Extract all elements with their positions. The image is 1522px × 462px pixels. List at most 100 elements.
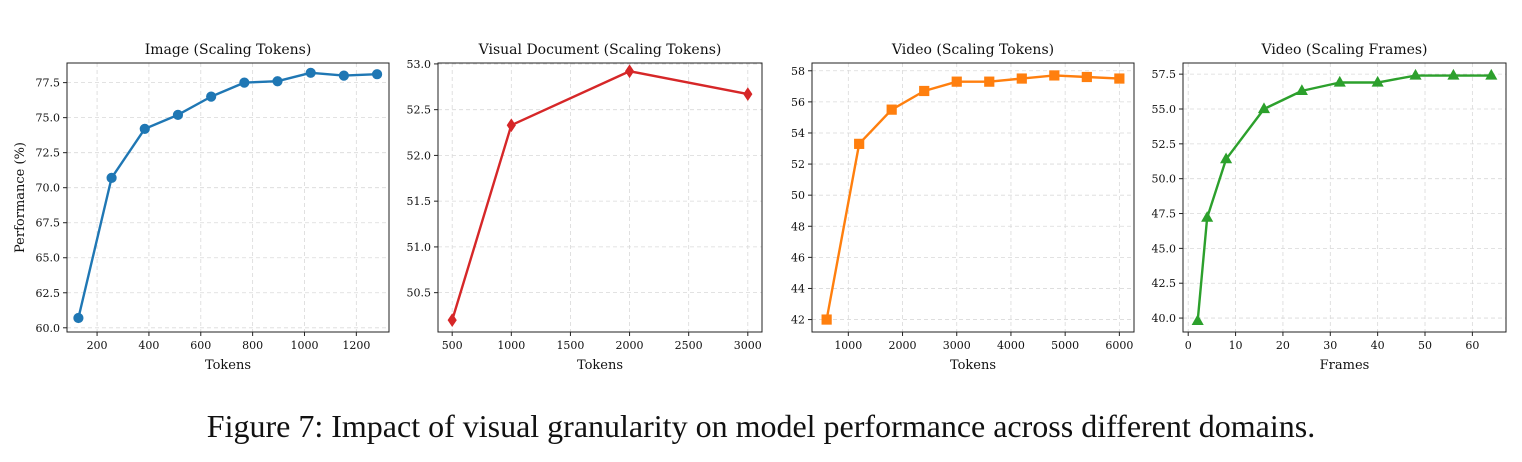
chart-panel-3: 1000 2000 3000 4000 5000 6000 42 44 46 48 50 52 54 56… (791, 42, 1135, 373)
data-point (1257, 102, 1271, 114)
data-point (886, 104, 897, 115)
y-tick-label: 51.5 (407, 195, 432, 208)
data-point (743, 87, 753, 102)
data-point (305, 67, 316, 78)
x-tick-label: 500 (442, 339, 463, 352)
x-tick-label: 4000 (997, 339, 1025, 352)
data-point (624, 64, 635, 79)
data-point (1049, 70, 1060, 81)
x-tick-label: 20 (1276, 339, 1290, 352)
data-point (272, 76, 283, 87)
figure-panels: 200 400 600 800 1000 120060.062.565.067.570.0… (13, 42, 1507, 373)
x-tick-label: 1200 (342, 339, 370, 352)
plot-frame (437, 62, 763, 333)
x-tick-label: 10 (1229, 339, 1243, 352)
plot-frame (811, 62, 1135, 333)
data-point (821, 314, 832, 325)
y-tick-label: 44 (791, 282, 805, 295)
plot-frame (1182, 62, 1507, 333)
x-tick-label: 2000 (616, 339, 644, 352)
data-point (139, 123, 150, 134)
data-point (1191, 314, 1204, 325)
data-point (1081, 71, 1092, 83)
y-tick-label: 50.5 (407, 287, 432, 300)
y-tick-label: 57.5 (1152, 68, 1177, 81)
x-tick-label: 600 (190, 339, 211, 352)
data-point (447, 313, 457, 328)
x-axis-label: Tokens (950, 358, 996, 373)
y-tick-label: 62.5 (36, 287, 61, 300)
data-point (371, 69, 383, 80)
y-tick-label: 55.0 (1152, 103, 1177, 116)
data-point (1295, 84, 1308, 95)
x-tick-label: 200 (87, 339, 108, 352)
data-point (338, 70, 349, 81)
series-line (1196, 74, 1492, 321)
x-tick-label: 60 (1465, 339, 1479, 352)
y-tick-label: 77.5 (36, 77, 61, 90)
y-tick-label: 56 (791, 96, 805, 109)
y-tick-label: 52.5 (407, 104, 432, 117)
chart-title: Visual Document (Scaling Tokens) (478, 42, 722, 58)
y-tick-label: 58 (791, 65, 805, 78)
data-point (1371, 75, 1384, 87)
series-line (77, 71, 378, 319)
x-axis-label: Tokens (205, 358, 251, 373)
x-tick-label: 400 (138, 339, 159, 352)
data-point (1409, 68, 1422, 80)
data-point (1016, 73, 1027, 84)
y-tick-label: 46 (791, 251, 805, 264)
x-tick-label: 40 (1371, 339, 1385, 352)
figure-caption: Figure 7: Impact of visual granularity o… (206, 408, 1316, 444)
data-point (172, 109, 184, 120)
data-point (239, 77, 250, 88)
y-tick-label: 53.0 (407, 58, 432, 71)
y-tick-label: 50.0 (1152, 173, 1177, 186)
y-tick-label: 48 (791, 220, 805, 233)
x-axis-label: Frames (1320, 358, 1370, 373)
x-tick-label: 0 (1185, 339, 1192, 352)
x-tick-label: 2000 (889, 339, 917, 352)
chart-title: Image (Scaling Tokens) (145, 42, 312, 58)
y-tick-label: 60.0 (36, 322, 61, 335)
y-tick-label: 54 (791, 127, 805, 140)
x-tick-label: 1000 (497, 339, 525, 352)
x-tick-label: 50 (1418, 339, 1432, 352)
y-tick-label: 50 (791, 189, 805, 202)
data-point (506, 118, 516, 133)
data-point (1220, 152, 1233, 164)
data-point (1447, 68, 1460, 80)
x-tick-label: 6000 (1105, 339, 1133, 352)
y-tick-label: 42.5 (1152, 277, 1177, 290)
y-axis-label: Performance (%) (13, 142, 28, 253)
y-tick-label: 40.0 (1152, 312, 1177, 325)
y-tick-label: 75.0 (36, 112, 61, 125)
y-tick-label: 67.5 (36, 217, 61, 230)
chart-panel-2: 500 1000 1500 2000 2500 3000 50.5 51.0 51.5 52.0 5… (407, 42, 763, 373)
x-tick-label: 1000 (290, 339, 318, 352)
chart-panel-1: 200 400 600 800 1000 1200 60.0 62.5 65.0 67.5 70.0… (13, 42, 390, 373)
y-tick-label: 72.5 (36, 147, 61, 160)
x-tick-label: 1500 (556, 339, 584, 352)
data-point (951, 76, 962, 87)
data-point (206, 91, 217, 102)
chart-panel-4: 0 10 20 30 40 50 60 40.0 42.5 45.0 47.5 50.0 52.5 55.… (1152, 42, 1507, 373)
y-tick-label: 47.5 (1152, 208, 1177, 221)
series-line (825, 74, 1120, 320)
y-tick-label: 52.5 (1152, 138, 1177, 151)
data-point (1201, 211, 1214, 222)
plot-frame (66, 62, 390, 333)
y-tick-label: 70.0 (36, 182, 61, 195)
x-tick-label: 5000 (1051, 339, 1079, 352)
y-tick-label: 51.0 (407, 241, 432, 254)
y-tick-label: 65.0 (36, 252, 61, 265)
x-tick-label: 800 (242, 339, 263, 352)
chart-title: Video (Scaling Tokens) (891, 42, 1054, 58)
x-tick-label: 30 (1323, 339, 1337, 352)
y-tick-label: 42 (791, 314, 805, 327)
chart-title: Video (Scaling Frames) (1260, 42, 1427, 58)
y-tick-label: 52.0 (407, 149, 432, 162)
data-point (1485, 68, 1498, 80)
x-tick-label: 3000 (734, 339, 762, 352)
data-point (106, 172, 117, 183)
